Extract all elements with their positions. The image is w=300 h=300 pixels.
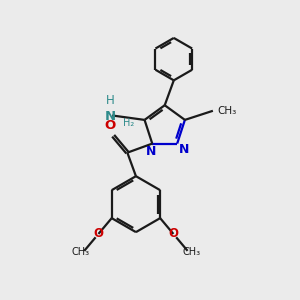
Text: O: O bbox=[93, 227, 103, 240]
Text: CH₃: CH₃ bbox=[71, 247, 89, 257]
Text: O: O bbox=[168, 227, 178, 240]
Text: N: N bbox=[178, 143, 189, 156]
Text: O: O bbox=[105, 119, 116, 132]
Text: H₂: H₂ bbox=[123, 118, 135, 128]
Text: CH₃: CH₃ bbox=[217, 106, 237, 116]
Text: CH₃: CH₃ bbox=[182, 247, 200, 257]
Text: N: N bbox=[146, 145, 156, 158]
Text: N: N bbox=[104, 110, 116, 123]
Text: H: H bbox=[105, 94, 114, 107]
